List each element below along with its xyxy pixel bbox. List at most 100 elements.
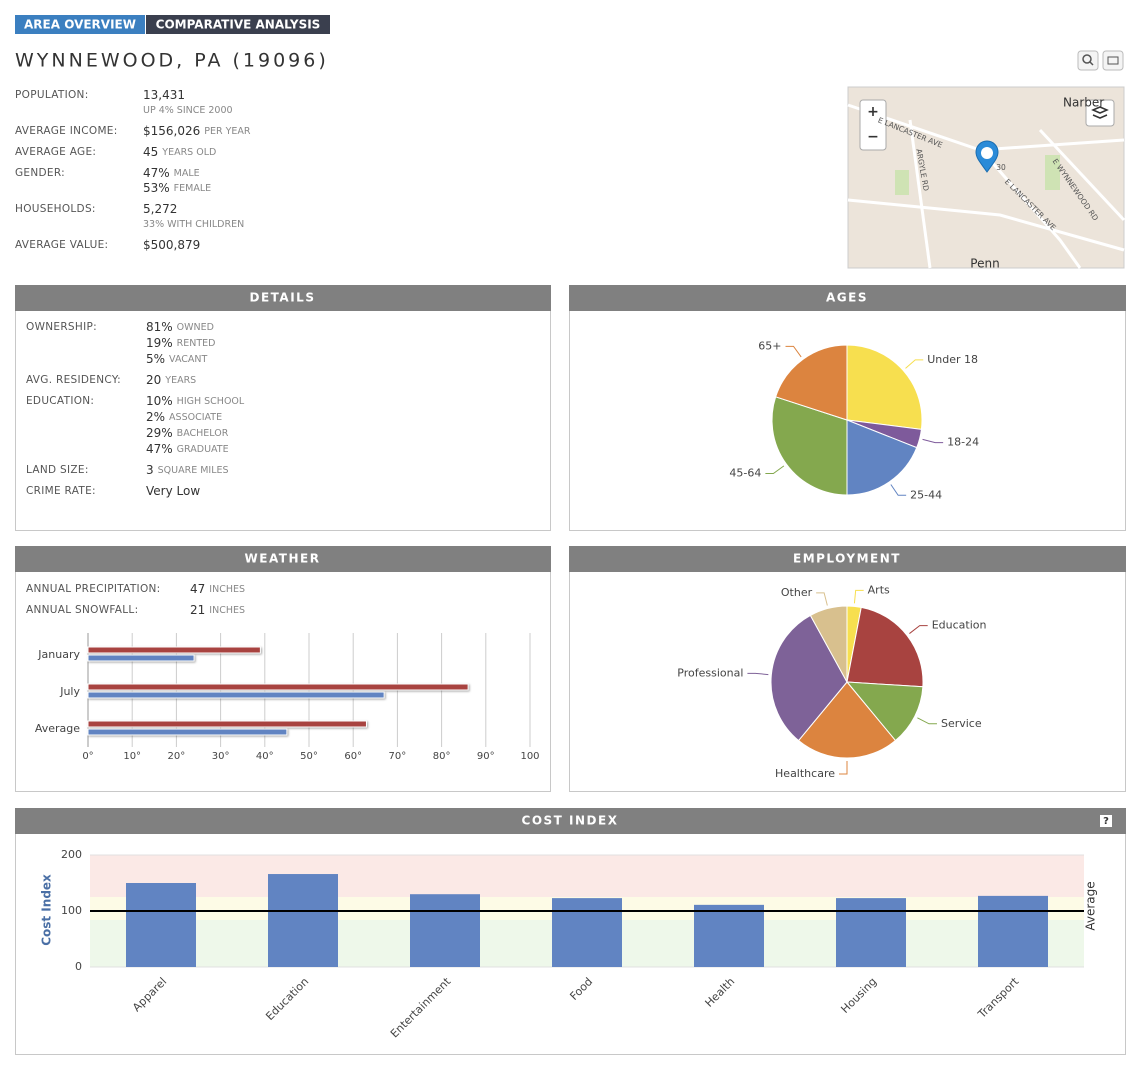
label-connector (917, 717, 937, 725)
field-value: Very Low (146, 484, 200, 498)
zoom-control[interactable] (859, 99, 887, 151)
slice-label: Professional (677, 666, 743, 679)
value-unit: INCHES (209, 605, 245, 616)
value-main: 21 (190, 603, 205, 617)
field-value: 33% WITH CHILDREN (143, 219, 244, 230)
field-value: 5,272 (143, 202, 177, 216)
value-unit: YEARS (164, 375, 196, 386)
tab-active[interactable] (15, 15, 145, 34)
panel (15, 546, 551, 792)
y-tick-label: 100 (61, 904, 82, 917)
field-label: CRIME RATE: (26, 485, 96, 497)
bar (87, 683, 469, 691)
label-connector (890, 484, 907, 496)
search-icon (1082, 54, 1092, 64)
x-tick-label: 70° (389, 751, 407, 762)
bar (552, 898, 622, 967)
value-unit: UP 4% SINCE 2000 (143, 105, 233, 116)
value-unit: RENTED (177, 338, 216, 349)
x-tick-label: 60° (344, 751, 362, 762)
panel-title: COST INDEX (522, 814, 619, 828)
tab[interactable] (146, 15, 330, 34)
bar (87, 691, 385, 699)
bar (410, 894, 480, 967)
slice-label: Healthcare (775, 767, 835, 780)
map-label: Penn (970, 257, 999, 271)
panel-header (15, 285, 551, 311)
bar (87, 728, 288, 736)
print-icon (1107, 56, 1119, 65)
panel-header (15, 546, 551, 572)
value-main: 45 (143, 145, 158, 159)
field-value: 21 INCHES (190, 603, 245, 617)
field-label: AVERAGE INCOME: (15, 125, 118, 137)
panel-header (569, 546, 1126, 572)
label-connector (785, 345, 802, 358)
field-label: ANNUAL SNOWFALL: (26, 604, 138, 616)
value-unit: ASSOCIATE (169, 412, 222, 423)
value-unit: BACHELOR (177, 428, 229, 439)
slice-label: 18-24 (947, 436, 979, 449)
print-button[interactable] (1102, 50, 1124, 71)
bar (268, 874, 338, 967)
label-connector (816, 592, 828, 606)
pie-slice (809, 605, 848, 683)
field-value: 5% VACANT (146, 352, 208, 366)
value-unit: VACANT (169, 354, 207, 365)
layer-icon (1091, 106, 1109, 119)
value-main: 81% (146, 320, 173, 334)
field-value: 19% RENTED (146, 336, 216, 350)
value-main: 13,431 (143, 88, 185, 102)
value-main: 47 (190, 582, 205, 596)
value-main: 10% (146, 394, 173, 408)
x-tick-label: 0° (82, 751, 93, 762)
field-value: $500,879 (143, 238, 200, 252)
field-value: $156,026 PER YEAR (143, 124, 251, 138)
label-connector (922, 438, 944, 444)
field-label: HOUSEHOLDS: (15, 203, 96, 215)
value-main: 47% (146, 442, 173, 456)
map-label: 30 (996, 163, 1006, 172)
label-connector (765, 465, 785, 474)
pie-slice (797, 681, 897, 759)
road (988, 159, 1082, 269)
field-value: 47% GRADUATE (146, 442, 229, 456)
field-label: OWNERSHIP: (26, 321, 97, 333)
bar (87, 720, 367, 728)
value-main: 5% (146, 352, 165, 366)
help-button[interactable] (1100, 815, 1112, 827)
pie-slice (775, 344, 848, 421)
field-value: 53% FEMALE (143, 181, 211, 195)
zoom-button[interactable]: − (867, 129, 879, 145)
value-unit: OWNED (177, 322, 214, 333)
value-unit: GRADUATE (177, 444, 229, 455)
field-label: AVERAGE AGE: (15, 146, 96, 158)
y-tick-label: January (37, 648, 80, 661)
value-unit: MALE (174, 168, 200, 179)
panel-title: DETAILS (250, 291, 316, 305)
tab-label[interactable]: COMPARATIVE ANALYSIS (156, 18, 321, 32)
label-connector (905, 359, 924, 369)
pie-slice (770, 614, 848, 742)
value-main: $156,026 (143, 124, 200, 138)
field-value: UP 4% SINCE 2000 (143, 105, 233, 116)
field-value: 13,431 (143, 88, 185, 102)
page-title: WYNNEWOOD, PA (19096) (15, 50, 329, 72)
x-tick-label: 100 (520, 751, 539, 762)
y-axis-label: Cost Index (40, 874, 54, 946)
value-unit: SQUARE MILES (158, 465, 229, 476)
zoom-button[interactable]: + (867, 104, 879, 120)
search-button[interactable] (1077, 50, 1099, 71)
y-tick-label: 0 (75, 960, 82, 973)
marker-star (981, 147, 993, 159)
field-value: 47 INCHES (190, 582, 245, 596)
field-label: ANNUAL PRECIPITATION: (26, 583, 161, 595)
panel-title: WEATHER (245, 552, 321, 566)
label-connector (853, 589, 864, 604)
tab-label[interactable]: AREA OVERVIEW (24, 18, 136, 32)
value-main: 19% (146, 336, 173, 350)
bar (126, 883, 196, 967)
value-unit: 33% WITH CHILDREN (143, 219, 244, 230)
value-main: $500,879 (143, 238, 200, 252)
